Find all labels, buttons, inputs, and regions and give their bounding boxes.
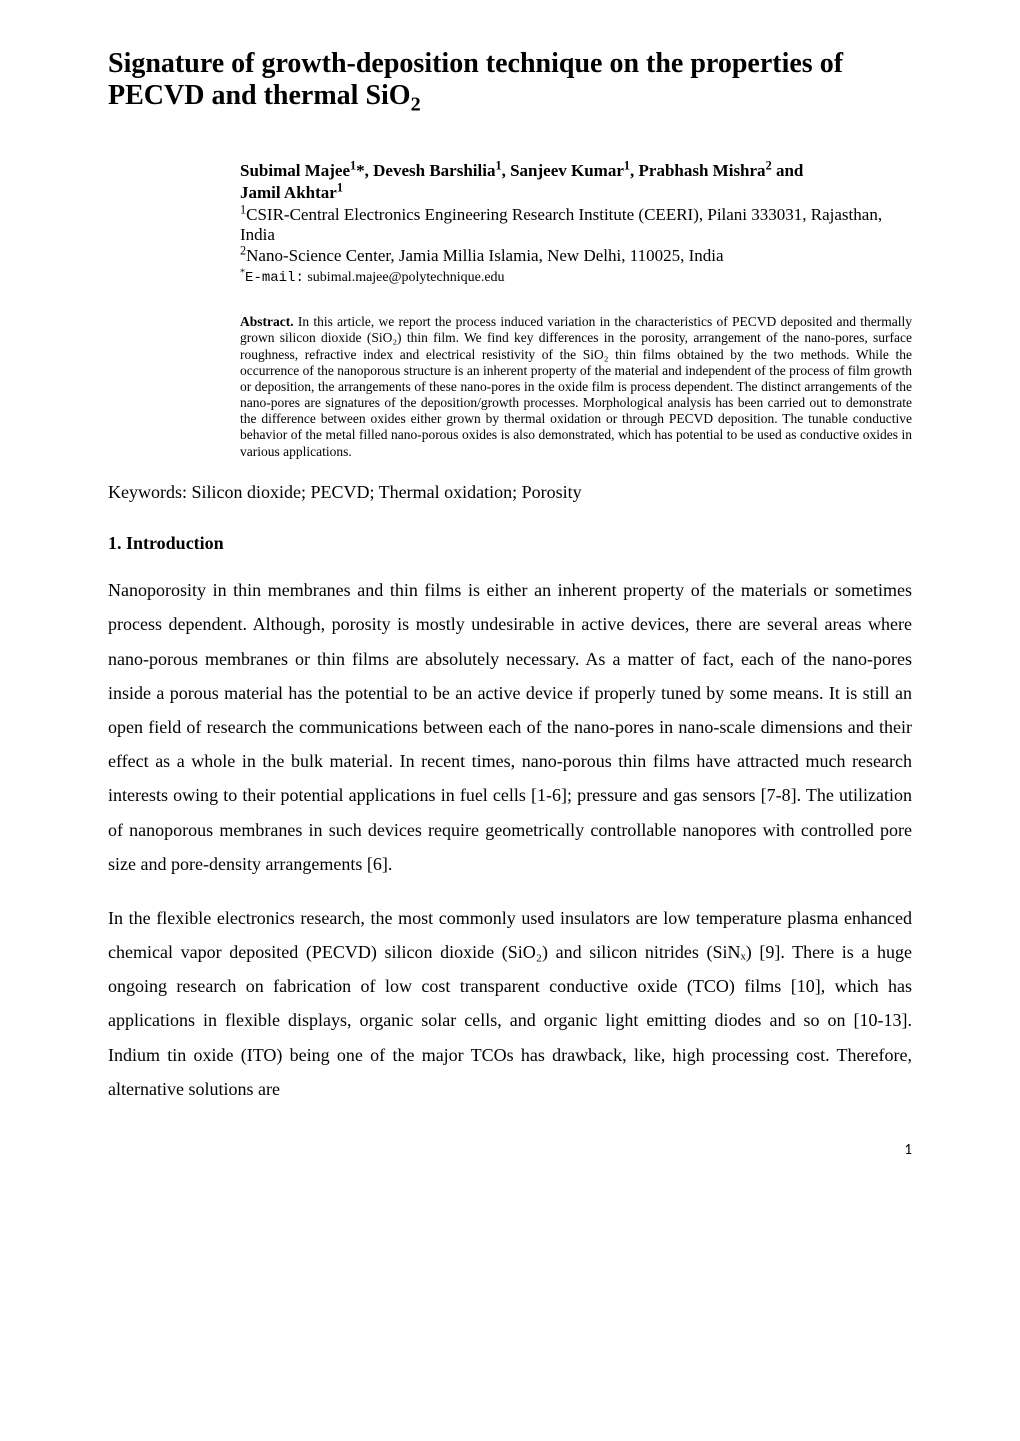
- paper-title: Signature of growth-deposition technique…: [108, 48, 912, 112]
- title-text: Signature of growth-deposition technique…: [108, 48, 843, 111]
- authors-block: Subimal Majee1*, Devesh Barshilia1, Sanj…: [240, 160, 912, 286]
- email-value: subimal.majee@polytechnique.edu: [307, 270, 504, 285]
- body-paragraph: Nanoporosity in thin membranes and thin …: [108, 573, 912, 881]
- section-title: Introduction: [126, 533, 224, 553]
- affiliations: 1CSIR-Central Electronics Engineering Re…: [240, 205, 912, 266]
- abstract: Abstract. In this article, we report the…: [240, 314, 912, 460]
- section-heading: 1. Introduction: [108, 533, 912, 554]
- email-label: E-mail:: [245, 270, 304, 286]
- abstract-heading: Abstract.: [240, 314, 294, 329]
- keywords: Keywords: Silicon dioxide; PECVD; Therma…: [108, 482, 912, 503]
- title-subscript: 2: [411, 94, 421, 116]
- section-number: 1.: [108, 533, 122, 553]
- author-names: Subimal Majee1*, Devesh Barshilia1, Sanj…: [240, 160, 912, 203]
- corresponding-email: *E-mail: subimal.majee@polytechnique.edu: [240, 270, 912, 286]
- body-paragraph: In the flexible electronics research, th…: [108, 901, 912, 1106]
- page-number: 1: [108, 1142, 912, 1159]
- abstract-text: In this article, we report the process i…: [240, 314, 912, 459]
